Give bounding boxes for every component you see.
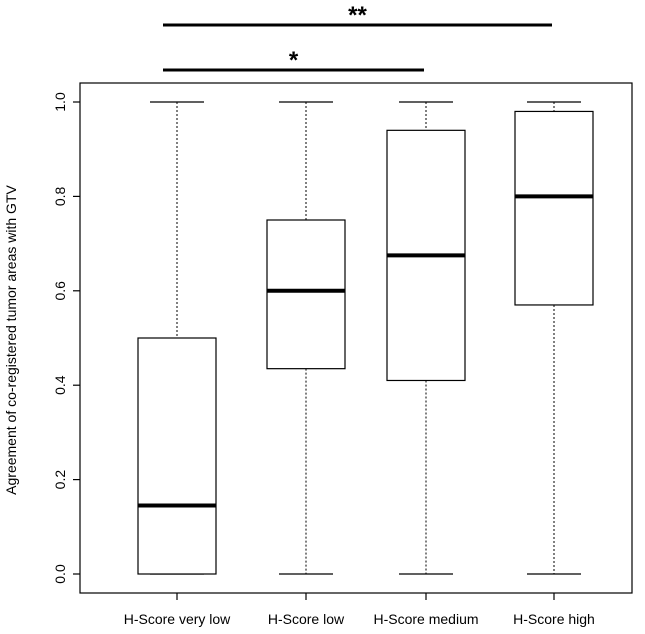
y-axis-label: Agreement of co-registered tumor areas w…	[3, 185, 19, 495]
iqr-box	[514, 110, 594, 306]
boxes-group	[137, 101, 594, 575]
significance-label: *	[289, 47, 299, 74]
y-axis: 0.0 0.2 0.4 0.6 0.8 1.0	[52, 92, 80, 584]
x-tick-label: H-Score low	[268, 611, 345, 627]
y-tick-label: 0.2	[52, 470, 68, 490]
box-1	[266, 101, 346, 575]
plot-frame	[79, 82, 633, 594]
y-tick-label: 0.6	[52, 281, 68, 301]
x-axis: H-Score very low H-Score low H-Score mediu…	[124, 593, 595, 627]
box-2	[386, 101, 466, 575]
box-3	[514, 101, 594, 575]
x-tick-label: H-Score very low	[124, 611, 231, 627]
x-tick-label: H-Score medium	[373, 611, 478, 627]
y-tick-label: 0.4	[52, 375, 68, 395]
y-tick-label: 0.0	[52, 564, 68, 584]
significance-group: ***	[163, 2, 552, 74]
significance-label: **	[348, 2, 367, 29]
x-tick-label: H-Score high	[513, 611, 595, 627]
box-0	[137, 101, 217, 575]
y-tick-label: 0.8	[52, 186, 68, 206]
iqr-box	[137, 337, 217, 575]
y-tick-label: 1.0	[52, 92, 68, 112]
iqr-box	[266, 219, 346, 370]
